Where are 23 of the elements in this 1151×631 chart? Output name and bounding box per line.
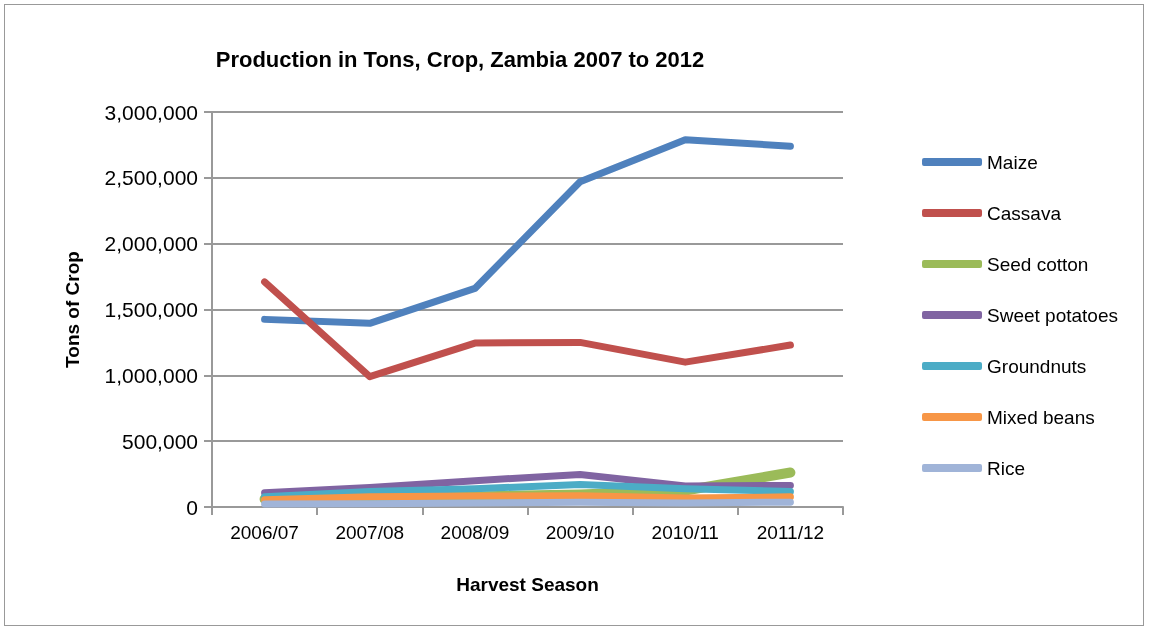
y-tick-label: 2,500,000 (104, 166, 198, 190)
y-axis-title: Tons of Crop (62, 251, 83, 368)
legend-label: Mixed beans (987, 406, 1095, 428)
legend-label: Sweet potatoes (987, 304, 1119, 326)
legend-label: Cassava (987, 202, 1062, 224)
y-tick-label: 0 (186, 495, 198, 519)
legend-label: Rice (987, 457, 1026, 479)
y-tick-label: 1,000,000 (104, 363, 198, 387)
x-tick-label: 2007/08 (335, 522, 405, 543)
y-tick-label: 2,000,000 (104, 232, 198, 256)
chart-title: Production in Tons, Crop, Zambia 2007 to 2012 (215, 46, 705, 72)
x-tick-label: 2010/11 (651, 522, 719, 543)
x-tick-label: 2009/10 (545, 522, 615, 543)
legend-label: Maize (987, 151, 1038, 173)
x-tick-label: 2006/07 (230, 522, 299, 543)
y-tick-label: 500,000 (122, 429, 198, 453)
legend-label: Seed cotton (987, 253, 1089, 275)
x-tick-label: 2008/09 (440, 522, 510, 543)
y-tick-label: 3,000,000 (104, 100, 198, 124)
y-tick-label: 1,500,000 (104, 298, 198, 321)
legend-label: Groundnuts (987, 355, 1087, 377)
x-axis-title: Harvest Season (456, 574, 599, 595)
x-tick-label: 2011/12 (756, 522, 825, 543)
